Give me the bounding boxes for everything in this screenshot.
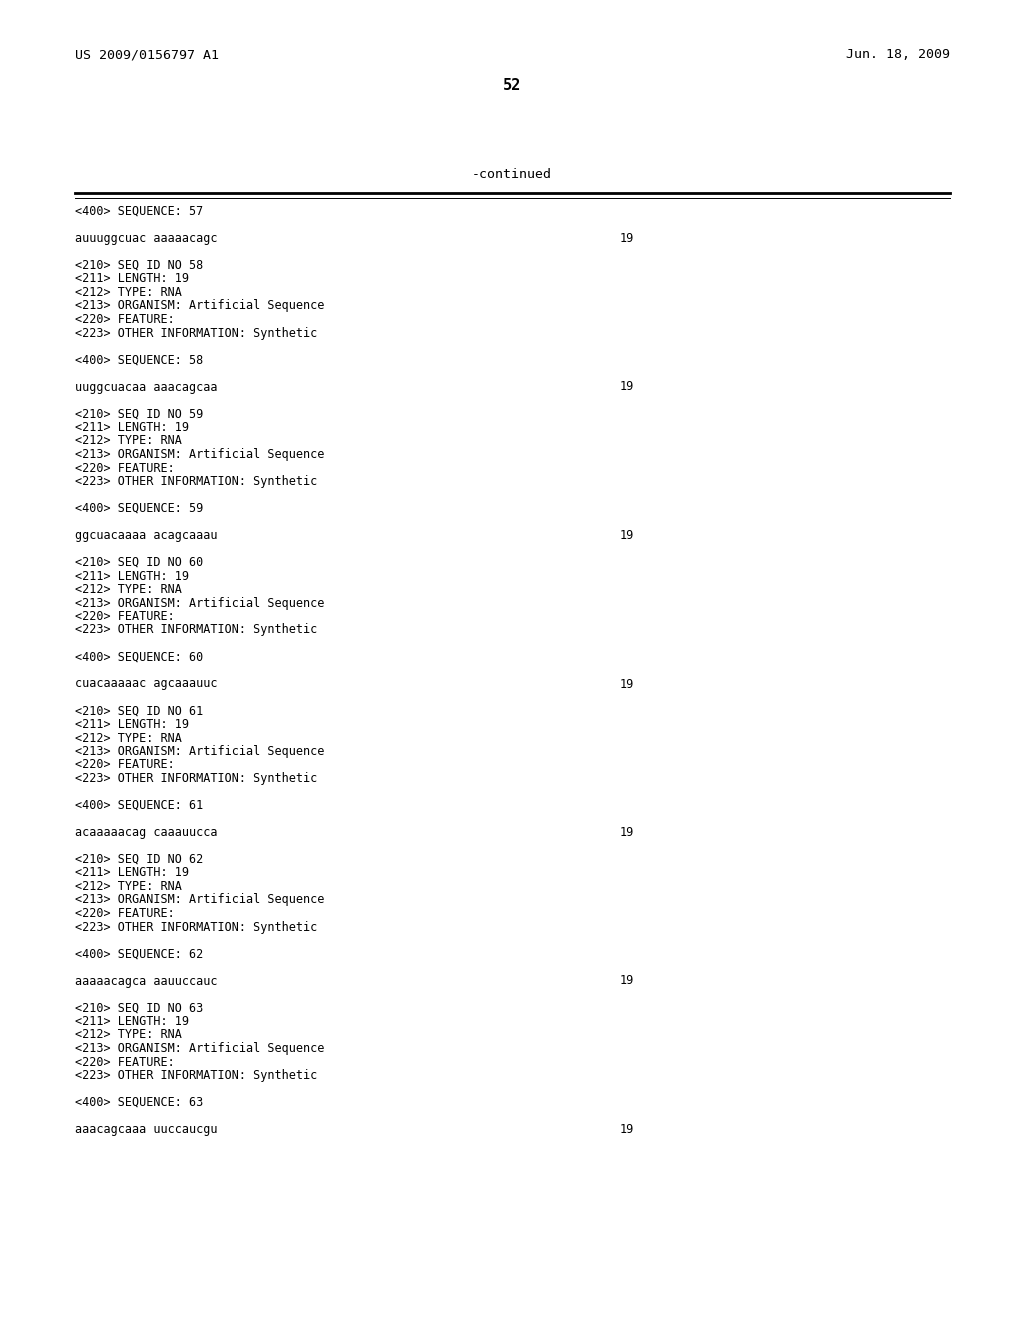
- Text: <220> FEATURE:: <220> FEATURE:: [75, 907, 175, 920]
- Text: Jun. 18, 2009: Jun. 18, 2009: [846, 48, 950, 61]
- Text: <212> TYPE: RNA: <212> TYPE: RNA: [75, 1028, 182, 1041]
- Text: <212> TYPE: RNA: <212> TYPE: RNA: [75, 731, 182, 744]
- Text: -continued: -continued: [472, 168, 552, 181]
- Text: <400> SEQUENCE: 63: <400> SEQUENCE: 63: [75, 1096, 203, 1109]
- Text: <212> TYPE: RNA: <212> TYPE: RNA: [75, 434, 182, 447]
- Text: <223> OTHER INFORMATION: Synthetic: <223> OTHER INFORMATION: Synthetic: [75, 772, 317, 785]
- Text: <223> OTHER INFORMATION: Synthetic: <223> OTHER INFORMATION: Synthetic: [75, 920, 317, 933]
- Text: <213> ORGANISM: Artificial Sequence: <213> ORGANISM: Artificial Sequence: [75, 744, 325, 758]
- Text: auuuggcuac aaaaacagc: auuuggcuac aaaaacagc: [75, 232, 217, 246]
- Text: <210> SEQ ID NO 60: <210> SEQ ID NO 60: [75, 556, 203, 569]
- Text: <213> ORGANISM: Artificial Sequence: <213> ORGANISM: Artificial Sequence: [75, 597, 325, 610]
- Text: <223> OTHER INFORMATION: Synthetic: <223> OTHER INFORMATION: Synthetic: [75, 326, 317, 339]
- Text: <400> SEQUENCE: 61: <400> SEQUENCE: 61: [75, 799, 203, 812]
- Text: ggcuacaaaa acagcaaau: ggcuacaaaa acagcaaau: [75, 529, 217, 543]
- Text: uuggcuacaa aaacagcaa: uuggcuacaa aaacagcaa: [75, 380, 217, 393]
- Text: <400> SEQUENCE: 62: <400> SEQUENCE: 62: [75, 948, 203, 961]
- Text: <223> OTHER INFORMATION: Synthetic: <223> OTHER INFORMATION: Synthetic: [75, 1069, 317, 1082]
- Text: <213> ORGANISM: Artificial Sequence: <213> ORGANISM: Artificial Sequence: [75, 1041, 325, 1055]
- Text: <400> SEQUENCE: 60: <400> SEQUENCE: 60: [75, 651, 203, 664]
- Text: <213> ORGANISM: Artificial Sequence: <213> ORGANISM: Artificial Sequence: [75, 894, 325, 907]
- Text: 19: 19: [620, 232, 634, 246]
- Text: US 2009/0156797 A1: US 2009/0156797 A1: [75, 48, 219, 61]
- Text: 19: 19: [620, 529, 634, 543]
- Text: <220> FEATURE:: <220> FEATURE:: [75, 462, 175, 474]
- Text: <213> ORGANISM: Artificial Sequence: <213> ORGANISM: Artificial Sequence: [75, 447, 325, 461]
- Text: 19: 19: [620, 826, 634, 840]
- Text: <220> FEATURE:: <220> FEATURE:: [75, 610, 175, 623]
- Text: 19: 19: [620, 677, 634, 690]
- Text: <210> SEQ ID NO 59: <210> SEQ ID NO 59: [75, 408, 203, 421]
- Text: <212> TYPE: RNA: <212> TYPE: RNA: [75, 286, 182, 300]
- Text: <210> SEQ ID NO 61: <210> SEQ ID NO 61: [75, 705, 203, 718]
- Text: acaaaaacag caaauucca: acaaaaacag caaauucca: [75, 826, 217, 840]
- Text: cuacaaaaac agcaaauuc: cuacaaaaac agcaaauuc: [75, 677, 217, 690]
- Text: 19: 19: [620, 974, 634, 987]
- Text: aaacagcaaa uuccaucgu: aaacagcaaa uuccaucgu: [75, 1123, 217, 1137]
- Text: <400> SEQUENCE: 59: <400> SEQUENCE: 59: [75, 502, 203, 515]
- Text: <213> ORGANISM: Artificial Sequence: <213> ORGANISM: Artificial Sequence: [75, 300, 325, 313]
- Text: <211> LENGTH: 19: <211> LENGTH: 19: [75, 718, 189, 731]
- Text: <212> TYPE: RNA: <212> TYPE: RNA: [75, 880, 182, 894]
- Text: <400> SEQUENCE: 58: <400> SEQUENCE: 58: [75, 354, 203, 367]
- Text: <210> SEQ ID NO 58: <210> SEQ ID NO 58: [75, 259, 203, 272]
- Text: <220> FEATURE:: <220> FEATURE:: [75, 1056, 175, 1068]
- Text: <223> OTHER INFORMATION: Synthetic: <223> OTHER INFORMATION: Synthetic: [75, 623, 317, 636]
- Text: 19: 19: [620, 1123, 634, 1137]
- Text: <400> SEQUENCE: 57: <400> SEQUENCE: 57: [75, 205, 203, 218]
- Text: <210> SEQ ID NO 62: <210> SEQ ID NO 62: [75, 853, 203, 866]
- Text: <220> FEATURE:: <220> FEATURE:: [75, 759, 175, 771]
- Text: <210> SEQ ID NO 63: <210> SEQ ID NO 63: [75, 1002, 203, 1015]
- Text: <212> TYPE: RNA: <212> TYPE: RNA: [75, 583, 182, 597]
- Text: <223> OTHER INFORMATION: Synthetic: <223> OTHER INFORMATION: Synthetic: [75, 475, 317, 488]
- Text: 19: 19: [620, 380, 634, 393]
- Text: <211> LENGTH: 19: <211> LENGTH: 19: [75, 272, 189, 285]
- Text: <211> LENGTH: 19: <211> LENGTH: 19: [75, 421, 189, 434]
- Text: 52: 52: [503, 78, 521, 92]
- Text: aaaaacagca aauuccauc: aaaaacagca aauuccauc: [75, 974, 217, 987]
- Text: <211> LENGTH: 19: <211> LENGTH: 19: [75, 569, 189, 582]
- Text: <220> FEATURE:: <220> FEATURE:: [75, 313, 175, 326]
- Text: <211> LENGTH: 19: <211> LENGTH: 19: [75, 866, 189, 879]
- Text: <211> LENGTH: 19: <211> LENGTH: 19: [75, 1015, 189, 1028]
